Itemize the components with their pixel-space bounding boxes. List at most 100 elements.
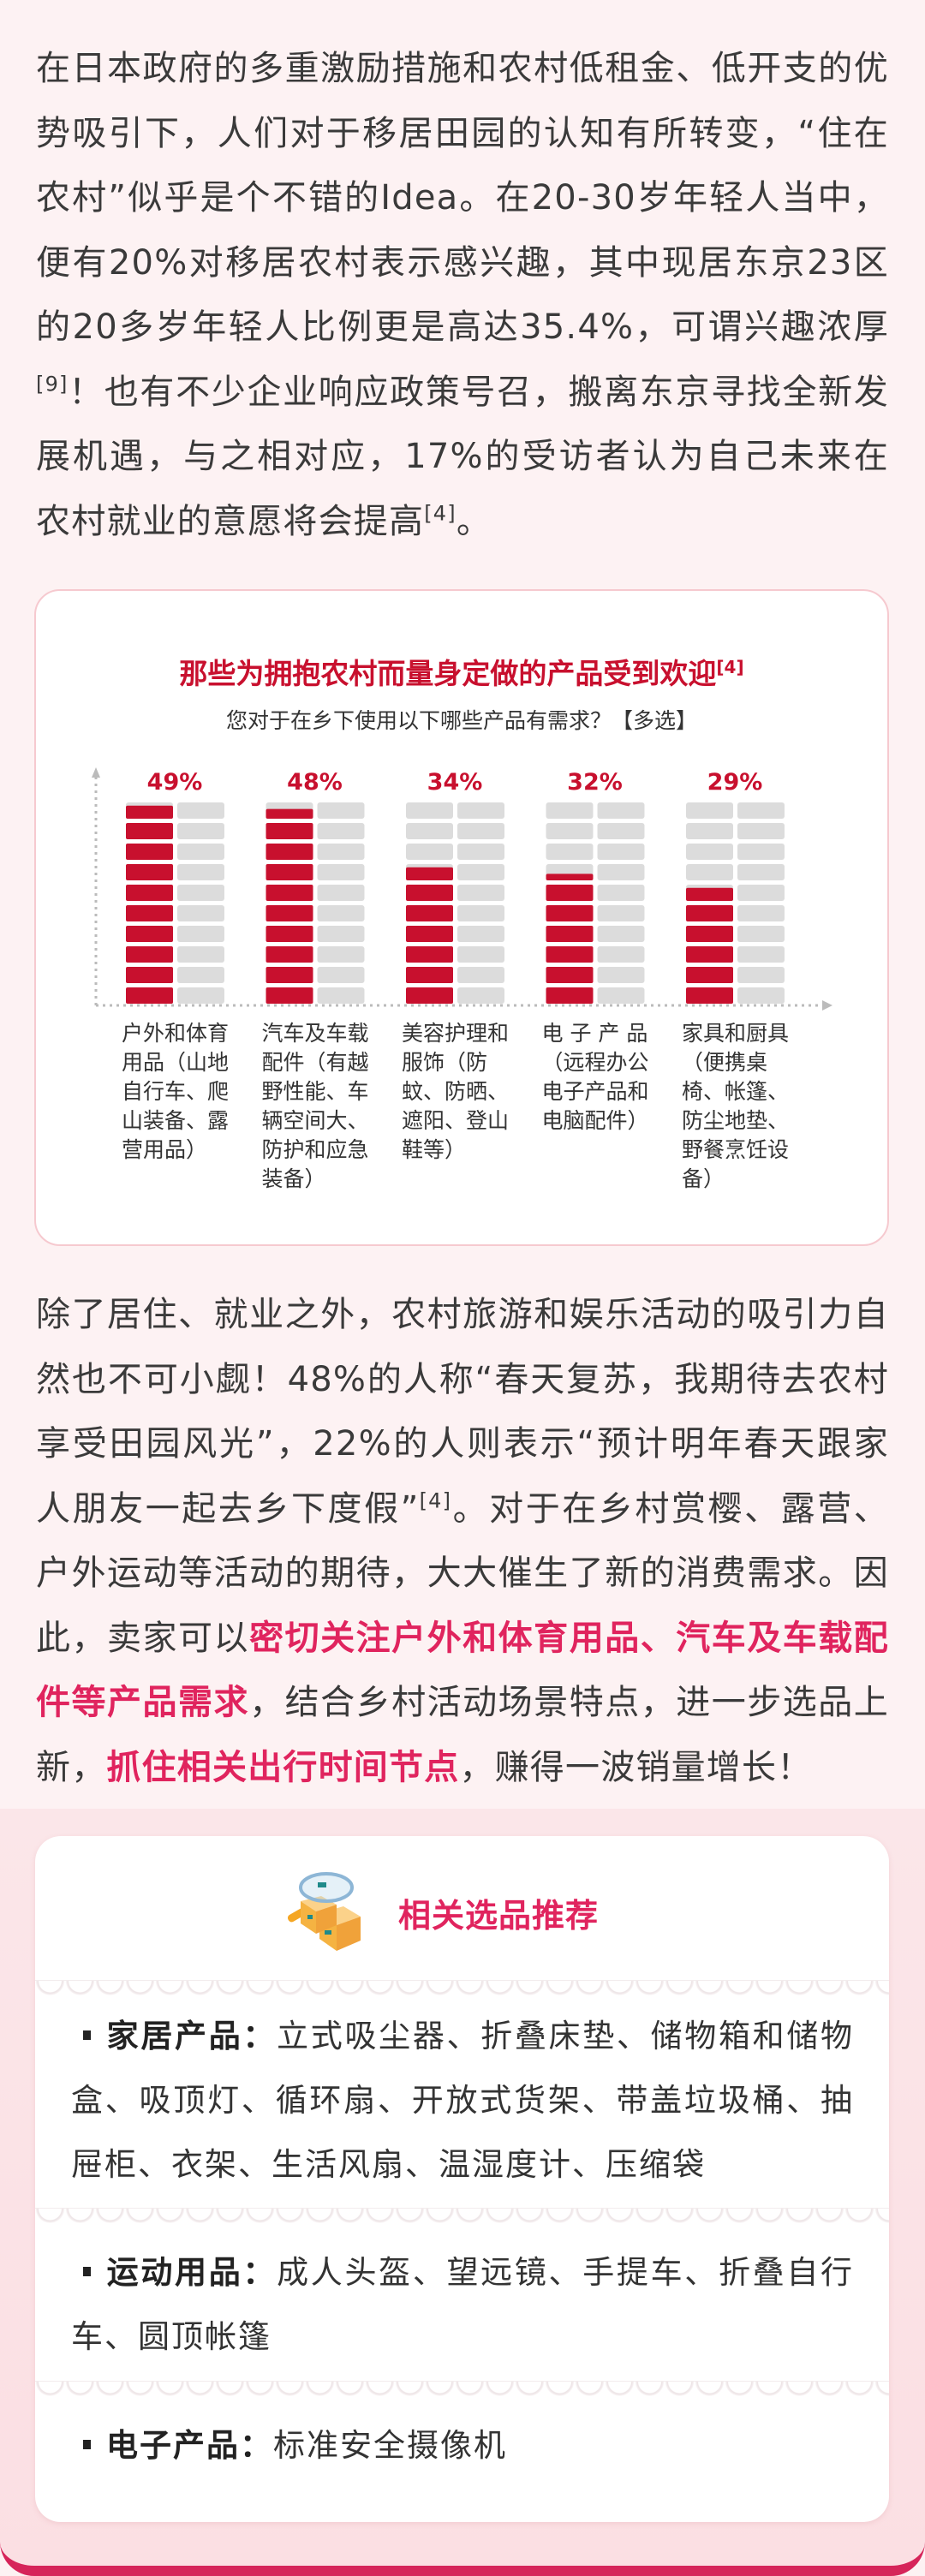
- empty-block: [737, 905, 785, 921]
- bar-fill-block: [406, 987, 453, 1004]
- empty-block: [686, 844, 733, 860]
- bar-fill-block: [266, 987, 313, 1004]
- item-text: 标准安全摄像机: [273, 2427, 507, 2464]
- empty-block: [177, 802, 224, 819]
- category-label: 户外和体育用品（山地自行车、爬山装备、露营用品）: [122, 1021, 230, 1162]
- y-axis-arrow-icon: [92, 767, 100, 778]
- bar-fill-block: [546, 874, 594, 880]
- item-label: 家居产品：: [106, 2018, 278, 2054]
- bar-fill-block: [686, 987, 733, 1004]
- category-label: 美容护理和服饰（防蚊、防晒、遮阳、登山鞋等）: [402, 1021, 510, 1162]
- bar-fill-block: [266, 885, 313, 901]
- bar-fill-block: [406, 905, 453, 921]
- scallop-divider: [35, 2381, 889, 2403]
- text: ，赚得一波销量增长！: [459, 1747, 813, 1787]
- bar-fill-block: [546, 885, 594, 901]
- bar-fill-block: [266, 926, 313, 942]
- value-label: 29%: [707, 769, 763, 796]
- bar-fill-block: [126, 885, 173, 901]
- empty-block: [686, 823, 733, 839]
- value-label: 49%: [147, 769, 203, 796]
- bar-fill-block: [266, 844, 313, 860]
- bar-fill-block: [546, 987, 594, 1004]
- bar-chart: 49% 48% 34% 32% 29%: [92, 767, 832, 1011]
- bar-fill-block: [686, 946, 733, 963]
- empty-block: [737, 926, 785, 942]
- recommend-title: 相关选品推荐: [398, 1897, 600, 1935]
- empty-block: [177, 987, 224, 1004]
- bar-fill-block: [406, 867, 453, 880]
- empty-block: [177, 885, 224, 901]
- citation-ref[interactable]: [4]: [419, 1488, 452, 1513]
- empty-block: [457, 802, 504, 819]
- recommend-item: 电子产品：标准安全摄像机: [71, 2413, 854, 2478]
- intro-paragraph: 在日本政府的多重激励措施和农村低租金、低开支的优势吸引下，人们对于移居田园的认知…: [36, 37, 889, 554]
- value-label: 32%: [567, 769, 623, 796]
- empty-block: [546, 823, 594, 839]
- empty-block: [317, 802, 365, 819]
- empty-block: [457, 823, 504, 839]
- text: ！也有不少企业响应政策号召，搬离东京寻找全新发展机遇，与之相对应，17%的受访者…: [36, 372, 889, 541]
- scallop-divider: [35, 1980, 889, 2002]
- category-label: 电 子 产 品（远程办公电子产品和电脑配件）: [541, 1021, 649, 1133]
- empty-block: [317, 967, 365, 983]
- empty-block: [457, 864, 504, 880]
- empty-block: [686, 864, 733, 880]
- recommend-item: 家居产品：立式吸尘器、折叠床垫、储物箱和储物盒、吸顶灯、循环扇、开放式货架、带盖…: [71, 2004, 854, 2197]
- bar-fill-block: [546, 905, 594, 921]
- boxes-magnifier-icon: [287, 1872, 361, 1951]
- empty-block: [457, 987, 504, 1004]
- empty-block: [737, 885, 785, 901]
- body-paragraph: 除了居住、就业之外，农村旅游和娱乐活动的吸引力自然也不可小觑！48%的人称“春天…: [36, 1283, 889, 1800]
- citation-ref[interactable]: [4]: [424, 501, 457, 526]
- empty-block: [737, 864, 785, 880]
- empty-block: [597, 926, 645, 942]
- bullet-icon: [83, 2267, 91, 2276]
- item-label: 电子产品：: [106, 2427, 273, 2464]
- bar-fill-block: [126, 864, 173, 880]
- category-label: 汽车及车载配件（有越野性能、车辆空间大、防护和应急装备）: [261, 1021, 369, 1191]
- highlight-text: 抓住相关出行时间节点: [106, 1747, 460, 1787]
- item-label: 运动用品：: [106, 2254, 278, 2291]
- empty-block: [597, 802, 645, 819]
- text: 。对于在乡村赏樱、露营、户外运动等活动的期待，大大催生了新的消费需求。因此，卖家…: [36, 1488, 889, 1658]
- empty-block: [177, 823, 224, 839]
- bar-fill-block: [126, 905, 173, 921]
- empty-block: [737, 967, 785, 983]
- empty-block: [177, 864, 224, 880]
- chart-subtitle: 您对于在乡下使用以下哪些产品有需求？【多选】: [225, 708, 697, 733]
- empty-block: [457, 926, 504, 942]
- empty-block: [457, 885, 504, 901]
- scallop-divider: [35, 2208, 889, 2230]
- empty-block: [177, 946, 224, 963]
- recommend-header: 相关选品推荐: [35, 1836, 889, 1982]
- empty-block: [737, 823, 785, 839]
- bullet-icon: [83, 2030, 91, 2040]
- empty-block: [406, 844, 453, 860]
- bar-fill-block: [406, 967, 453, 983]
- bar-fill-block: [266, 946, 313, 963]
- bar-fill-block: [406, 946, 453, 963]
- citation-ref[interactable]: [4]: [716, 657, 744, 677]
- empty-block: [737, 844, 785, 860]
- bar-fill-block: [546, 967, 594, 983]
- empty-block: [597, 967, 645, 983]
- empty-block: [737, 987, 785, 1004]
- x-axis-arrow-icon: [822, 1000, 832, 1011]
- bar-fill-block: [686, 887, 733, 901]
- bar-fill-block: [266, 967, 313, 983]
- value-label: 34%: [427, 769, 483, 796]
- bar-fill-block: [266, 905, 313, 921]
- bar-fill-block: [266, 823, 313, 839]
- empty-block: [457, 905, 504, 921]
- bar-fill-block: [406, 885, 453, 901]
- empty-block: [177, 967, 224, 983]
- empty-block: [457, 967, 504, 983]
- bar-fill-block: [126, 946, 173, 963]
- empty-block: [177, 926, 224, 942]
- citation-ref[interactable]: [9]: [36, 372, 69, 397]
- empty-block: [317, 885, 365, 901]
- bar-fill-block: [546, 926, 594, 942]
- empty-block: [317, 844, 365, 860]
- empty-block: [317, 864, 365, 880]
